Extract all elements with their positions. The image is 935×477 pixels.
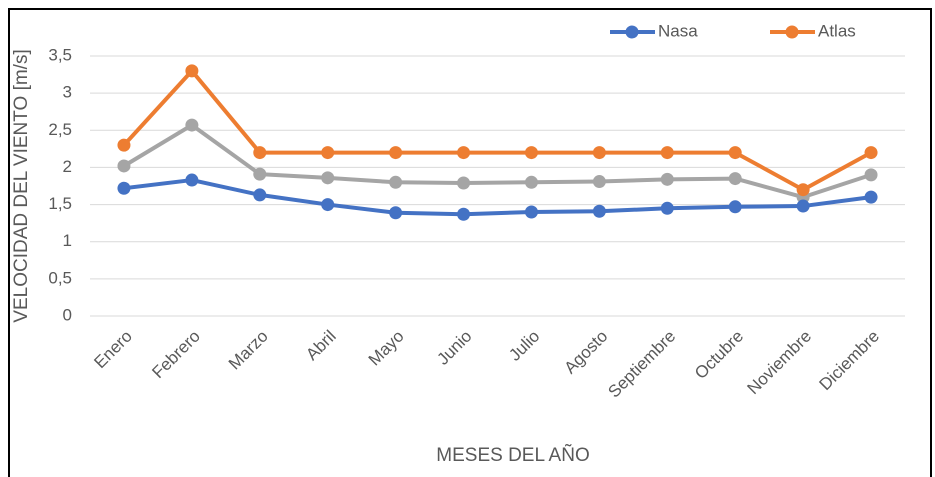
marker [389,206,403,220]
marker [524,175,538,189]
marker [117,138,131,152]
marker [728,172,742,186]
y-tick-label: 1 [63,231,72,250]
y-tick-label: 3 [63,83,72,102]
y-tick-label: 3,5 [48,45,72,64]
marker [864,190,878,204]
marker [117,159,131,173]
marker [660,146,674,160]
y-tick-label: 1,5 [48,194,72,213]
legend-label: Nasa [658,21,698,40]
marker [253,146,267,160]
y-axis-title: VELOCIDAD DEL VIENTO [m/s] [11,49,32,322]
marker [321,146,335,160]
marker [524,146,538,160]
series-line [123,178,872,217]
x-axis-title: MESES DEL AÑO [436,444,589,466]
marker [389,146,403,160]
marker [185,173,199,187]
marker [864,146,878,160]
marker [389,175,403,189]
marker [457,207,471,221]
marker [321,198,335,212]
marker [185,118,199,132]
legend-label: Atlas [818,21,856,40]
y-tick-label: 2,5 [48,120,72,139]
marker [660,172,674,186]
legend-marker [785,25,799,39]
marker [796,183,810,197]
series-line [122,123,872,200]
marker [728,200,742,214]
series-line [122,68,873,192]
marker [321,171,335,185]
frame [8,8,932,477]
marker [864,168,878,182]
marker [728,146,742,160]
marker [457,176,471,190]
legend-marker [625,25,639,39]
marker [117,181,131,195]
marker [253,188,267,202]
y-tick-label: 2 [63,157,72,176]
marker [592,204,606,218]
marker [457,146,471,160]
marker [185,64,199,78]
marker [592,175,606,189]
marker [253,167,267,181]
marker [592,146,606,160]
marker [660,201,674,215]
marker [524,205,538,219]
y-tick-label: 0,5 [48,268,72,287]
marker [796,199,810,213]
y-tick-label: 0 [63,305,72,324]
